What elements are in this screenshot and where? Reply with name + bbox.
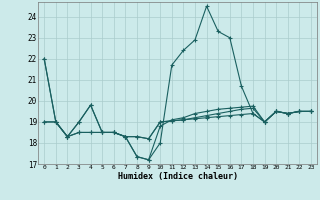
X-axis label: Humidex (Indice chaleur): Humidex (Indice chaleur) [118, 172, 238, 181]
